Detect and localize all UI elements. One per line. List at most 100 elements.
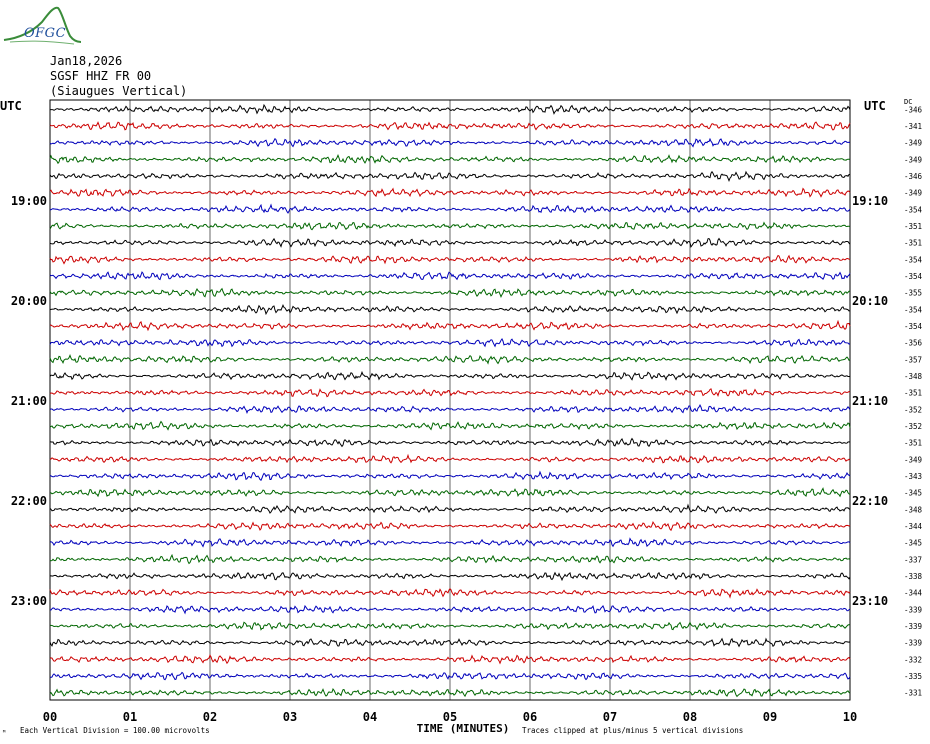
mountain-logo-icon xyxy=(3,6,82,45)
trace-row-31 xyxy=(49,621,851,631)
dc-value-label: -354 xyxy=(904,255,923,264)
trace-row-12 xyxy=(49,303,851,316)
dc-value-label: -351 xyxy=(904,222,922,231)
x-tick-10: 10 xyxy=(843,710,857,724)
left-hour-label: 20:00 xyxy=(11,294,47,308)
left-hour-label: 21:00 xyxy=(11,394,47,408)
dc-value-label: -351 xyxy=(904,389,922,398)
dc-value-label: -338 xyxy=(904,572,923,581)
dc-value-label: -354 xyxy=(904,305,923,314)
trace-row-7 xyxy=(49,221,851,231)
trace-row-34 xyxy=(49,671,851,681)
trace-row-18 xyxy=(49,403,851,414)
dc-value-label: -341 xyxy=(904,122,922,131)
right-hour-label: 19:10 xyxy=(852,194,888,208)
station-label: SGSF HHZ FR 00 xyxy=(50,69,152,83)
x-tick-06: 06 xyxy=(523,710,537,724)
dc-offset-labels: -346 -341 -349 -349 -346 -349 -354 -351 -351 -354… xyxy=(904,105,923,697)
trace-row-9 xyxy=(49,254,851,265)
dc-value-label: -332 xyxy=(904,655,922,664)
clip-note: Traces clipped at plus/minus 5 vertical … xyxy=(522,726,743,735)
dc-value-label: -352 xyxy=(904,405,922,414)
dc-value-label: -348 xyxy=(904,372,923,381)
x-tick-01: 01 xyxy=(123,710,137,724)
left-hour-labels: 19:00 20:00 21:00 22:00 23:00 xyxy=(11,194,47,608)
location-label: (Siaugues Vertical) xyxy=(50,84,188,98)
dc-value-label: -339 xyxy=(904,605,922,614)
trace-row-33 xyxy=(49,654,851,665)
scale-note: Each Vertical Division = 100.00 microvol… xyxy=(20,726,210,735)
trace-row-22 xyxy=(49,470,851,481)
dc-header-label: DC xyxy=(904,98,912,106)
dc-value-label: -345 xyxy=(904,489,922,498)
trace-row-4 xyxy=(49,170,851,183)
x-tick-00: 00 xyxy=(43,710,57,724)
trace-row-35 xyxy=(49,687,851,698)
dc-value-label: -354 xyxy=(904,272,923,281)
dc-value-label: -354 xyxy=(904,322,923,331)
dc-value-label: -331 xyxy=(904,689,922,698)
left-hour-label: 19:00 xyxy=(11,194,47,208)
dc-value-label: -344 xyxy=(904,522,923,531)
trace-row-29 xyxy=(49,588,851,599)
dc-value-label: -348 xyxy=(904,505,923,514)
x-tick-03: 03 xyxy=(283,710,297,724)
trace-row-14 xyxy=(49,337,851,348)
dc-value-label: -346 xyxy=(904,172,923,181)
left-hour-label: 23:00 xyxy=(11,594,47,608)
right-hour-label: 22:10 xyxy=(852,494,888,508)
trace-row-16 xyxy=(49,370,851,381)
right-hour-label: 23:10 xyxy=(852,594,888,608)
dc-value-label: -349 xyxy=(904,455,922,464)
x-axis-label: TIME (MINUTES) xyxy=(417,722,510,735)
logo-text: OFGC xyxy=(24,26,67,41)
date-label: Jan18,2026 xyxy=(50,54,123,68)
trace-row-23 xyxy=(49,487,851,498)
right-hour-labels: 19:10 20:10 21:10 22:10 23:10 xyxy=(852,194,888,608)
dc-value-label: -345 xyxy=(904,539,922,548)
x-tick-07: 07 xyxy=(603,710,617,724)
trace-row-24 xyxy=(49,503,851,514)
trace-row-2 xyxy=(49,137,851,148)
dc-value-label: -343 xyxy=(904,472,922,481)
x-tick-02: 02 xyxy=(203,710,217,724)
seismic-traces xyxy=(49,103,851,698)
left-hour-label: 22:00 xyxy=(11,494,47,508)
trace-row-10 xyxy=(49,271,851,281)
trace-row-1 xyxy=(49,121,851,131)
dc-value-label: -335 xyxy=(904,672,922,681)
right-utc-label: UTC xyxy=(864,99,886,113)
trace-row-19 xyxy=(49,420,851,431)
trace-row-28 xyxy=(49,571,851,582)
dc-value-label: -356 xyxy=(904,339,923,348)
trace-row-20 xyxy=(49,437,851,448)
x-axis-ticks: 00 01 02 03 04 05 06 07 08 09 10 xyxy=(43,710,857,724)
dc-value-label: -354 xyxy=(904,205,923,214)
x-tick-05: 05 xyxy=(443,710,457,724)
logo: OFGC xyxy=(2,2,82,48)
left-utc-label: UTC xyxy=(0,99,22,113)
dc-value-label: -339 xyxy=(904,639,922,648)
trace-row-21 xyxy=(49,453,851,464)
trace-row-13 xyxy=(49,319,851,332)
dc-value-label: -351 xyxy=(904,239,922,248)
dc-value-label: -339 xyxy=(904,622,922,631)
corner-mark: ᴹ xyxy=(2,729,6,737)
x-tick-04: 04 xyxy=(363,710,377,724)
dc-value-label: -337 xyxy=(904,555,922,564)
trace-row-6 xyxy=(49,203,851,214)
dc-value-label: -357 xyxy=(904,355,922,364)
trace-row-32 xyxy=(49,637,851,648)
dc-value-label: -349 xyxy=(904,155,922,164)
trace-row-17 xyxy=(49,388,851,398)
minute-gridlines xyxy=(129,100,771,700)
trace-row-15 xyxy=(49,354,851,365)
right-hour-label: 20:10 xyxy=(852,294,888,308)
trace-row-8 xyxy=(49,237,851,248)
x-tick-08: 08 xyxy=(683,710,697,724)
dc-value-label: -349 xyxy=(904,189,922,198)
trace-row-25 xyxy=(49,520,851,532)
dc-value-label: -349 xyxy=(904,139,922,148)
trace-row-5 xyxy=(49,187,851,198)
